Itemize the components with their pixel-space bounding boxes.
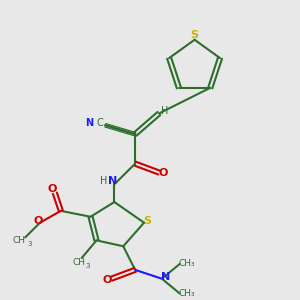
Text: O: O: [47, 184, 57, 194]
Text: N: N: [108, 176, 118, 186]
Text: O: O: [159, 167, 168, 178]
Text: S: S: [143, 216, 151, 226]
Text: O: O: [102, 275, 112, 285]
Text: N: N: [161, 272, 170, 282]
Text: H: H: [161, 106, 169, 116]
Text: C: C: [96, 118, 103, 128]
Text: O: O: [34, 216, 43, 226]
Text: H: H: [100, 176, 108, 186]
Text: 3: 3: [85, 263, 90, 269]
Text: CH: CH: [13, 236, 26, 245]
Text: CH₃: CH₃: [179, 289, 196, 298]
Text: S: S: [190, 30, 199, 40]
Text: CH: CH: [72, 258, 85, 267]
Text: N: N: [85, 118, 93, 128]
Text: CH₃: CH₃: [179, 260, 196, 268]
Text: 3: 3: [27, 241, 32, 247]
